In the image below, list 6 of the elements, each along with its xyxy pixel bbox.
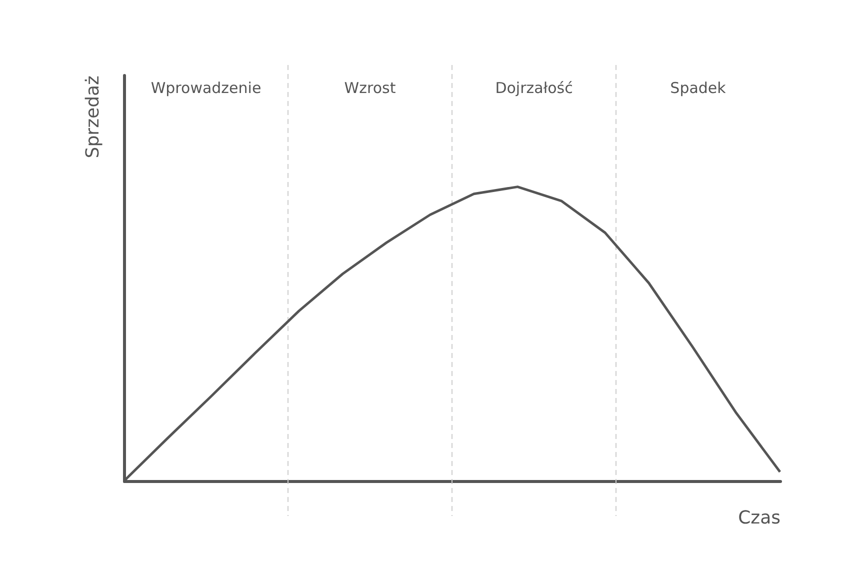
x-axis-title: Czas xyxy=(738,508,780,528)
text: Wprowadzenie xyxy=(150,79,262,97)
text: Wzrost xyxy=(344,79,396,97)
text: Spadek xyxy=(670,79,726,97)
y-axis-title: Sprzedaż xyxy=(82,76,104,158)
text: Dojrzałość xyxy=(495,79,573,97)
